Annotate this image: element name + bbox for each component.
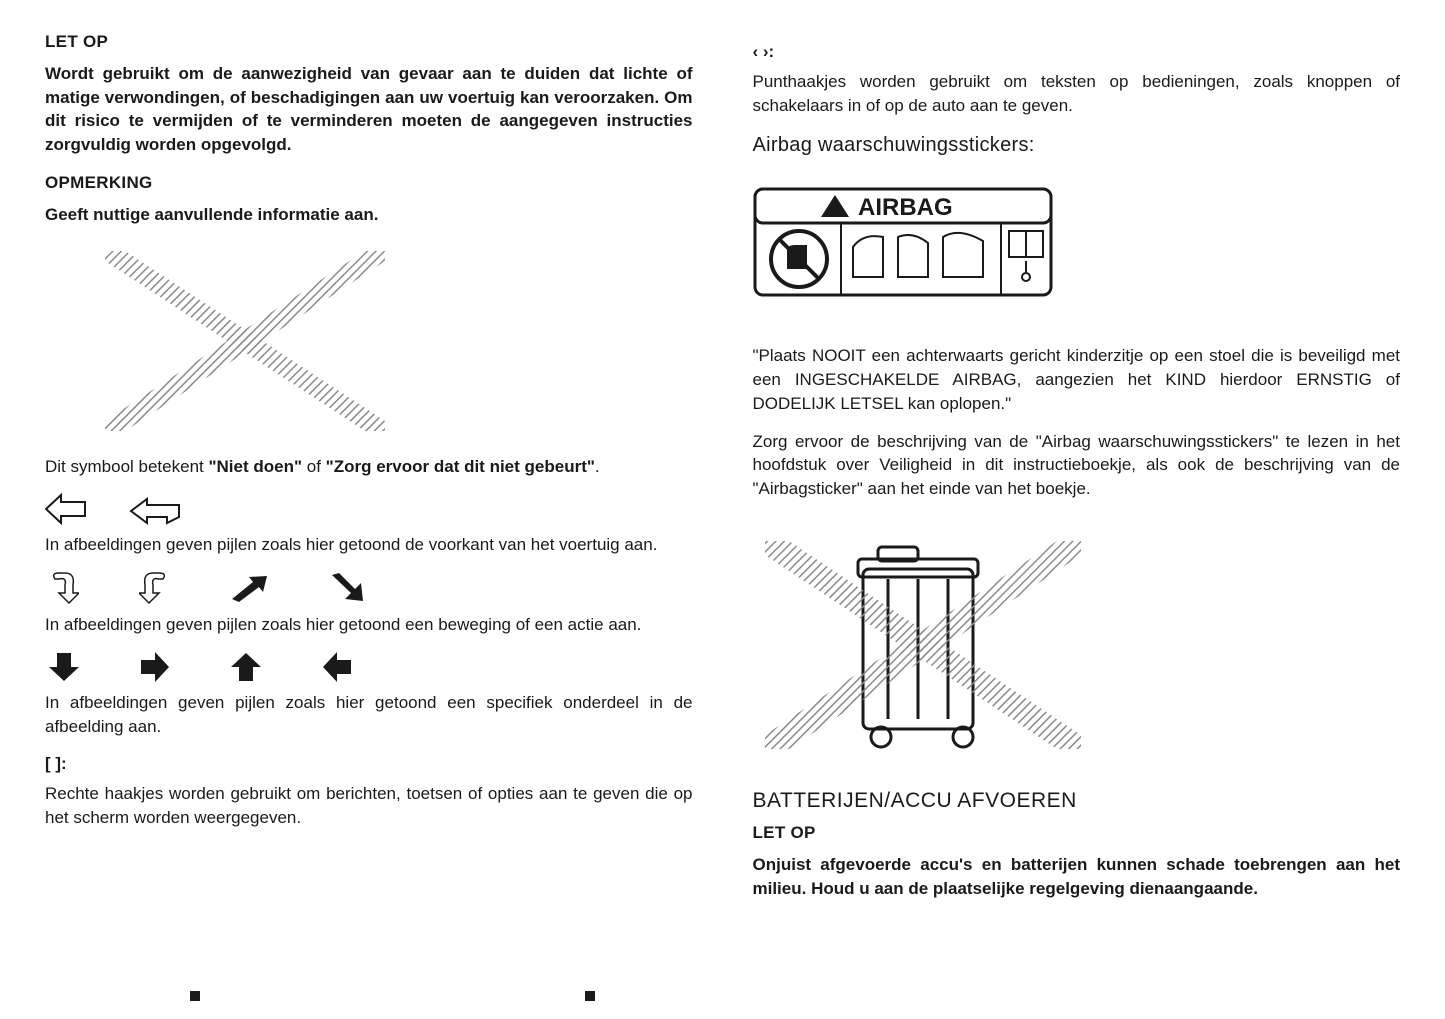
solid-arrow-up-icon	[231, 651, 261, 683]
opmerking-body: Geeft nuttige aanvullende informatie aan…	[45, 203, 693, 227]
curved-arrow-1-icon	[49, 571, 79, 605]
action-arrows-row	[45, 571, 693, 605]
footer-marker-2	[585, 991, 595, 1001]
x-desc-bold2: "Zorg ervoor dat dit niet gebeurt"	[326, 457, 595, 476]
x-desc-bold1: "Niet doen"	[208, 457, 302, 476]
airbag-note: Zorg ervoor de beschrijving van de "Airb…	[753, 430, 1401, 501]
x-desc-suffix: .	[595, 457, 600, 476]
solid-arrow-right-icon	[139, 652, 171, 682]
letop-body: Wordt gebruikt om de aanwezigheid van ge…	[45, 62, 693, 157]
crossed-bin-icon	[753, 529, 1093, 759]
left-column: LET OP Wordt gebruikt om de aanwezigheid…	[45, 30, 693, 1009]
direction-arrows-row	[45, 651, 693, 683]
prohibition-x-icon	[95, 251, 395, 431]
direction-arrows-desc: In afbeeldingen geven pijlen zoals hier …	[45, 691, 693, 739]
airbag-label-icon: AIRBAG	[753, 187, 1053, 297]
letop-heading: LET OP	[45, 30, 693, 54]
x-description: Dit symbool betekent "Niet doen" of "Zor…	[45, 455, 693, 479]
battery-title: BATTERIJEN/ACCU AFVOEREN	[753, 786, 1401, 815]
diag-arrow-down-icon	[329, 573, 365, 603]
right-column: ‹ ›: Punthaakjes worden gebruikt om teks…	[753, 30, 1401, 1009]
outline-arrow-upleft-icon	[129, 493, 183, 525]
battery-body: Onjuist afgevoerde accu's en batterijen …	[753, 853, 1401, 901]
airbag-quote: "Plaats NOOIT een achterwaarts gericht k…	[753, 344, 1401, 415]
solid-arrow-down-icon	[49, 651, 79, 683]
angle-brackets-body: Punthaakjes worden gebruikt om teksten o…	[753, 70, 1401, 118]
square-brackets-label: [ ]:	[45, 752, 693, 776]
front-arrows-desc: In afbeeldingen geven pijlen zoals hier …	[45, 533, 693, 557]
action-arrows-desc: In afbeeldingen geven pijlen zoals hier …	[45, 613, 693, 637]
curved-arrow-2-icon	[139, 571, 169, 605]
footer-marker-1	[190, 991, 200, 1001]
x-desc-mid: of	[302, 457, 326, 476]
front-arrows-row	[45, 493, 693, 525]
angle-brackets-label: ‹ ›:	[753, 40, 1401, 64]
solid-arrow-left-icon	[321, 652, 353, 682]
opmerking-heading: OPMERKING	[45, 171, 693, 195]
svg-text:AIRBAG: AIRBAG	[858, 194, 953, 221]
square-brackets-body: Rechte haakjes worden gebruikt om berich…	[45, 782, 693, 830]
airbag-title: Airbag waarschuwingsstickers:	[753, 131, 1401, 159]
diag-arrow-up-icon	[229, 574, 269, 602]
x-desc-prefix: Dit symbool betekent	[45, 457, 208, 476]
battery-letop: LET OP	[753, 821, 1401, 845]
outline-arrow-left-icon	[45, 493, 89, 525]
